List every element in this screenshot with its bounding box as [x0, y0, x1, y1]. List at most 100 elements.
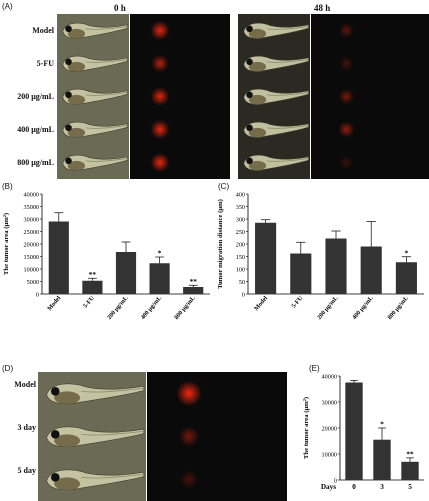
y-tick-label: 20000 [322, 425, 337, 432]
significance-mark: * [380, 421, 384, 429]
fish-spine [81, 430, 144, 436]
y-axis-label: The tumor area (μm²) [303, 397, 310, 459]
category-label: 400 μg/mL [351, 295, 375, 321]
significance-mark: ** [406, 450, 414, 458]
fluorescence-48h [311, 80, 429, 113]
row-label-a: 800 μg/mL [17, 158, 54, 167]
significance-mark: * [158, 250, 162, 258]
y-tick-label: 20000 [24, 241, 39, 248]
y-tick-label: 35000 [24, 204, 39, 211]
fluorescent-spot [339, 23, 354, 38]
category-label: 5 [408, 483, 412, 491]
fish-yolk [54, 434, 81, 448]
fish-eye [65, 157, 72, 165]
panel-a-label: (A) [2, 2, 13, 11]
fluorescence-0h [130, 80, 230, 113]
category-label: 800 μg/mL [386, 295, 410, 321]
fluorescent-spot [150, 87, 170, 106]
time-label-0h: 0 h [114, 3, 126, 13]
fish-eye [50, 473, 60, 482]
fish-yolk [67, 28, 86, 39]
bar [360, 246, 382, 294]
fish-yolk [248, 160, 267, 171]
fluorescent-spot [150, 20, 170, 41]
y-tick-label: 250 [236, 229, 245, 236]
fluorescence-48h [311, 113, 429, 146]
brightfield-48h [238, 146, 310, 179]
fish-eye [246, 157, 253, 165]
brightfield-0h [57, 113, 129, 146]
brightfield-0h [57, 14, 129, 47]
fish-eye [65, 25, 72, 33]
fluorescent-spot [338, 121, 355, 138]
fluorescence-d [147, 372, 287, 415]
category-label: 200 μg/mL [106, 295, 130, 321]
brightfield-48h [238, 113, 310, 146]
y-tick-label: 10000 [24, 266, 39, 273]
fish-spine [266, 92, 309, 96]
brightfield-0h [57, 47, 129, 80]
y-tick-label: 150 [236, 254, 245, 261]
category-label: 200 μg/mL [316, 295, 340, 321]
y-tick-label: 200 [236, 241, 245, 248]
fluorescent-spot [339, 155, 354, 170]
y-tick-label: 0 [334, 477, 337, 484]
fluorescent-spot [150, 152, 170, 173]
fish-eye [246, 91, 253, 99]
fluorescence-0h [130, 47, 230, 80]
bar [115, 252, 137, 294]
fish-yolk [248, 28, 267, 39]
fluorescent-spot [151, 54, 169, 73]
fish-yolk [248, 61, 267, 72]
brightfield-48h [238, 80, 310, 113]
category-label: 0 [352, 483, 356, 491]
brightfield-d [38, 415, 146, 458]
row-label-d: 5 day [17, 466, 36, 475]
fish-eye [65, 124, 72, 132]
fluorescent-spot [179, 470, 199, 489]
panel-d-label: (D) [2, 364, 14, 373]
fish-yolk [248, 94, 267, 105]
chart-c: 0 50 100 150 200 250 300 350 400 Tumor migration … [217, 191, 424, 321]
bar [290, 253, 312, 294]
bar [345, 382, 363, 480]
fluorescence-0h [130, 146, 230, 179]
bar [183, 287, 204, 294]
fish-yolk [67, 127, 86, 138]
bar [255, 222, 277, 294]
panel-e-label: (E) [309, 364, 320, 373]
fish-eye [65, 58, 72, 66]
fish-eye [246, 58, 253, 66]
bar [401, 461, 419, 480]
fluorescent-spot [150, 119, 170, 140]
fish-spine [266, 125, 309, 129]
panel-b-label: (B) [2, 182, 13, 191]
brightfield-d [38, 458, 146, 501]
row-label-a: 400 μg/mL [17, 125, 54, 134]
time-label-48h: 48 h [314, 3, 331, 13]
y-tick-label: 10000 [322, 451, 337, 458]
y-tick-label: 25000 [24, 229, 39, 236]
row-label-a: Model [32, 26, 54, 35]
fish-eye [65, 91, 72, 99]
bar [373, 439, 391, 480]
chart-e: 0 10000 20000 30000 40000 The tumor area (μm²… [303, 373, 424, 491]
fluorescence-48h [311, 14, 429, 47]
bar [82, 280, 103, 294]
y-tick-label: 30000 [322, 399, 337, 406]
fluorescent-spot [176, 380, 202, 407]
chart-b: 0 5000 10000 15000 20000 25000 30000 35000 40000… [3, 191, 210, 321]
category-label: Model [46, 295, 62, 313]
y-tick-label: 400 [236, 191, 245, 198]
row-label-d: 3 day [17, 423, 36, 432]
y-axis-label: Tumor migration distance (μm) [217, 199, 224, 289]
fish-spine [85, 92, 128, 96]
fish-spine [266, 26, 309, 30]
fish-spine [266, 158, 309, 162]
fluorescence-d [147, 458, 287, 501]
row-label-d: Model [14, 380, 36, 389]
fish-yolk [54, 477, 81, 491]
panel-c-label: (C) [218, 182, 230, 191]
fluorescence-48h [311, 146, 429, 179]
fluorescence-48h [311, 47, 429, 80]
